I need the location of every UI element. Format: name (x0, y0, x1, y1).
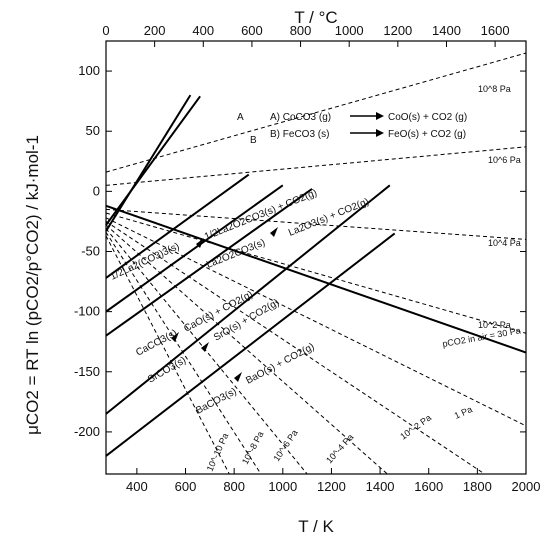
x-tick-label: 1200 (317, 479, 346, 494)
plot-frame (105, 40, 527, 475)
isobar-label-1em2: 10^-2 Pa (398, 413, 433, 442)
sr-left-label: SrCO3(s) (146, 355, 188, 386)
x2-tick-label: 1000 (335, 23, 364, 38)
isobar-line-9 (105, 235, 230, 475)
label-a: A (237, 112, 244, 123)
isobar-line-0 (105, 52, 527, 173)
isobar-line-2 (105, 208, 527, 240)
x-tick-label: 2000 (512, 479, 541, 494)
y-tick-label: 0 (93, 183, 100, 198)
x-tick-label: 800 (223, 479, 245, 494)
isobar-label-1e2: 10^2 Pa (478, 320, 511, 330)
isobar-line-8 (105, 231, 262, 475)
y-axis-title: μCO2 = RT ln (pCO2/p°CO2) / kJ·mol-1 (23, 135, 42, 435)
y-tick-label: -200 (74, 424, 100, 439)
x-axis-title: T / K (298, 517, 334, 536)
ba-left-label: BaCO3(s) (194, 386, 238, 417)
y-tick-label: -50 (81, 243, 100, 258)
arrow-ca-head (171, 332, 179, 342)
x2-axis-title: T / °C (294, 8, 337, 27)
rxn-b-products: FeO(s) + CO2 (g) (388, 129, 466, 140)
x-tick-label: 1800 (463, 479, 492, 494)
x2-tick-label: 0 (102, 23, 109, 38)
arrow-la1-head (196, 238, 204, 248)
air-line (105, 204, 527, 354)
isobar-line-4 (105, 217, 527, 427)
arrow-a-head (376, 112, 384, 120)
x2-tick-label: 1200 (383, 23, 412, 38)
y-tick-label: 100 (78, 63, 100, 78)
x-tick-label: 1000 (268, 479, 297, 494)
rxn-b-label: B) FeCO3 (s) (270, 129, 329, 140)
y-tick-label: 50 (86, 123, 100, 138)
arrow-la2-head (270, 227, 278, 237)
isobar-label-1e4: 10^4 Pa (488, 238, 521, 248)
reaction-line-6 (105, 232, 396, 457)
x2-tick-label: 400 (192, 23, 214, 38)
reaction-line-4 (105, 188, 313, 337)
isobar-label-1e6: 10^6 Pa (488, 155, 521, 165)
rxn-a-products: CoO(s) + CO2 (g) (388, 112, 467, 123)
isobar-label-1em4: 10^-4 Pa (324, 432, 355, 465)
arrow-ba-head (234, 372, 242, 382)
rxn-a-label: A) CoCO3 (g) (270, 112, 331, 123)
reaction-line-5 (105, 184, 391, 415)
y-tick-label: -100 (74, 304, 100, 319)
x-tick-label: 600 (175, 479, 197, 494)
x2-tick-label: 200 (144, 23, 166, 38)
y-tick-label: -150 (74, 364, 100, 379)
reaction-arrows (171, 112, 384, 382)
svg-text:μCO2 = RT ln (pCO2/p°CO2) / kJ: μCO2 = RT ln (pCO2/p°CO2) / kJ·mol-1 (23, 135, 42, 435)
isobar-label-1em10: 10^-10 Pa (205, 432, 231, 473)
isobar-line-3 (105, 212, 527, 334)
isobar-layer (105, 52, 527, 475)
x2-tick-label: 600 (241, 23, 263, 38)
x2-tick-label: 1600 (481, 23, 510, 38)
reaction-layer (105, 94, 396, 457)
x-tick-label: 1600 (414, 479, 443, 494)
x-tick-label: 400 (126, 479, 148, 494)
isobar-line-1 (105, 146, 527, 186)
arrow-sr-head (201, 342, 209, 352)
label-b: B (250, 135, 257, 146)
arrow-b-head (376, 129, 384, 137)
isobar-label-1: 1 Pa (453, 404, 474, 421)
isobar-line-5 (105, 221, 485, 475)
reaction-line-3 (105, 184, 284, 313)
isobar-label-1e8: 10^8 Pa (478, 84, 511, 94)
isobar-label-1em6: 10^-6 Pa (271, 428, 299, 463)
x2-tick-label: 800 (290, 23, 312, 38)
reaction-line-2 (105, 173, 250, 279)
x2-tick-label: 1400 (432, 23, 461, 38)
reaction-line-1 (105, 95, 201, 226)
x-tick-label: 1400 (366, 479, 395, 494)
isobar-line-7 (105, 228, 308, 475)
reaction-line-0 (105, 94, 192, 232)
ca-left-label: CaCO3(s) (134, 328, 179, 359)
